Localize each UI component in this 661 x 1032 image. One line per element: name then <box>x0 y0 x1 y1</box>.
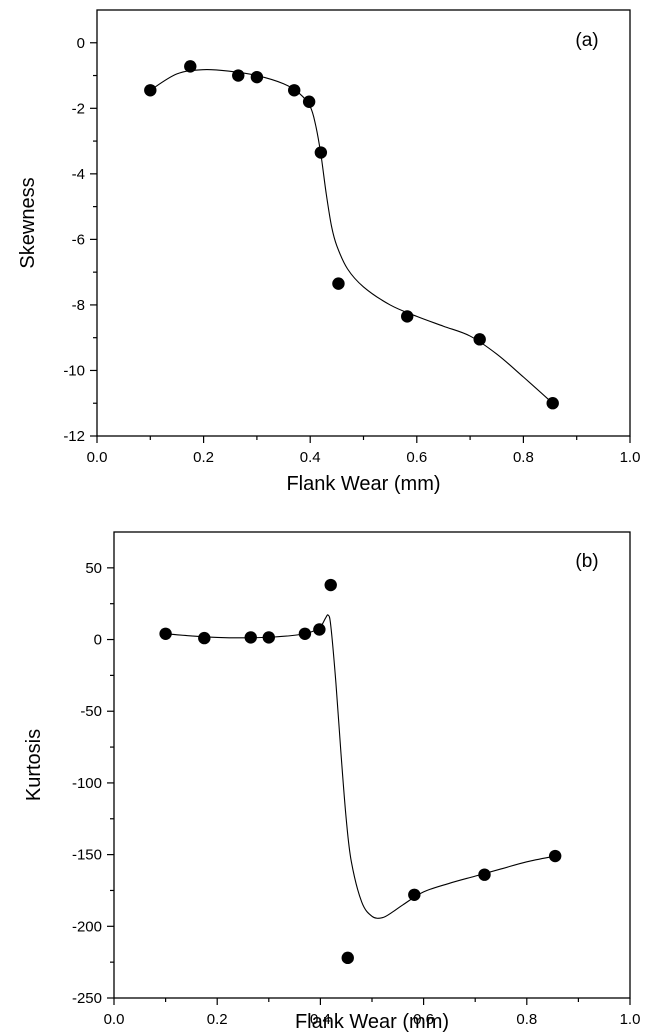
skewness-data-point <box>546 397 559 410</box>
skewness-y-tick-label: 0 <box>77 35 85 52</box>
skewness-chart: 0.0 0.2 0.4 0.6 0.8 1.0 0 -2 -4 -6 -8 -10 -12 (a) Fl… <box>17 9 641 495</box>
kurtosis-data-point <box>313 623 326 636</box>
kurtosis-y-tick-label: -250 <box>72 990 102 1007</box>
kurtosis-data-point <box>262 631 275 644</box>
skewness-data-point <box>232 69 245 82</box>
kurtosis-y-tick-label: -50 <box>80 703 102 720</box>
skewness-fit-curve <box>150 68 554 404</box>
skewness-y-tick-label: -12 <box>63 428 85 445</box>
kurtosis-y-tick-label: 50 <box>85 560 102 577</box>
skewness-data-point <box>314 146 328 159</box>
kurtosis-data-point <box>478 868 491 881</box>
kurtosis-y-axis-label: Kurtosis <box>23 729 45 801</box>
kurtosis-chart: 0.0 0.2 0.4 0.6 0.8 1.0 50 0 -50 -100 -150 -200 -250… <box>23 531 641 1032</box>
skewness-data-point <box>288 84 301 97</box>
kurtosis-x-tick-label: 0.6 <box>413 1011 434 1028</box>
kurtosis-data-point <box>198 631 211 645</box>
kurtosis-y-tick-label: -200 <box>72 918 102 935</box>
kurtosis-data-point <box>159 627 172 641</box>
skewness-x-tick-label: 0.0 <box>87 449 108 466</box>
skewness-y-axis-label: Skewness <box>17 177 39 268</box>
kurtosis-fit-curve <box>165 614 556 919</box>
skewness-y-tick-label: -6 <box>72 231 85 248</box>
kurtosis-x-tick-label: 0.4 <box>310 1011 331 1028</box>
skewness-x-tick-label: 0.2 <box>193 449 214 466</box>
skewness-x-axis-label: Flank Wear (mm) <box>286 473 440 495</box>
kurtosis-y-tick-label: -100 <box>72 775 102 792</box>
skewness-y-tick-label: -4 <box>72 166 85 183</box>
skewness-data-point <box>250 70 264 84</box>
kurtosis-data-point <box>548 849 562 863</box>
kurtosis-x-tick-label: 0.8 <box>516 1011 537 1028</box>
skewness-data-point <box>184 60 197 73</box>
kurtosis-data-point <box>244 631 257 644</box>
skewness-data-point <box>144 84 157 97</box>
kurtosis-data-point <box>298 627 312 641</box>
skewness-y-tick-label: -2 <box>72 100 85 117</box>
kurtosis-plot-frame <box>113 531 631 999</box>
skewness-x-tick-label: 0.8 <box>513 449 534 466</box>
skewness-x-tick-label: 1.0 <box>620 449 641 466</box>
skewness-data-point <box>302 95 316 108</box>
kurtosis-data-point <box>408 888 421 901</box>
kurtosis-x-tick-label: 0.2 <box>207 1011 228 1028</box>
skewness-y-tick-label: -8 <box>72 297 85 314</box>
kurtosis-y-tick-label: 0 <box>94 632 102 649</box>
kurtosis-x-tick-label: 0.0 <box>104 1011 125 1028</box>
skewness-data-point <box>332 277 345 290</box>
kurtosis-data-point <box>341 951 354 965</box>
skewness-x-tick-label: 0.4 <box>300 449 321 466</box>
kurtosis-y-tick-label: -150 <box>72 847 102 864</box>
kurtosis-panel-label: (b) <box>575 551 598 572</box>
kurtosis-data-point <box>324 578 337 592</box>
skewness-data-point <box>401 310 414 323</box>
skewness-x-tick-label: 0.6 <box>406 449 427 466</box>
kurtosis-x-axis-label: Flank Wear (mm) <box>295 1011 449 1032</box>
kurtosis-x-tick-label: 1.0 <box>620 1011 641 1028</box>
skewness-panel-label: (a) <box>575 30 598 51</box>
skewness-y-tick-label: -10 <box>63 362 85 379</box>
skewness-data-point <box>473 333 486 346</box>
